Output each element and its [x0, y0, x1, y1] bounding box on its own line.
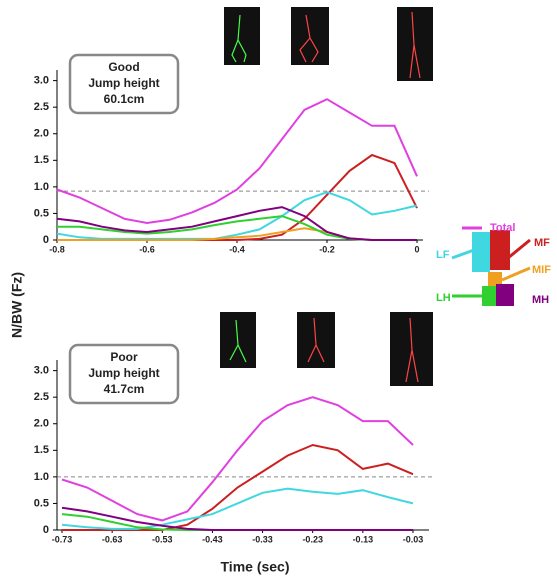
y-tick-label: 2.0 [34, 128, 49, 140]
pose-images [220, 7, 433, 386]
legend-label: MH [532, 294, 549, 306]
x-tick-label: -0.43 [202, 534, 223, 544]
y-axis-label: N/BW (Fz) [9, 272, 25, 338]
legend-label: LH [436, 292, 451, 304]
series-line [56, 98, 418, 225]
y-tick-label: 0 [43, 234, 49, 246]
y-tick-label: 0.5 [34, 497, 49, 509]
legend-label: MF [534, 237, 550, 249]
series-line [61, 396, 414, 522]
series-line [62, 443, 414, 531]
x-tick-label: -0.03 [403, 534, 424, 544]
x-tick-label: -0.63 [102, 534, 123, 544]
x-tick-label: -0.33 [252, 534, 273, 544]
legend-label: MIF [532, 264, 551, 276]
y-tick-label: 1.0 [34, 181, 49, 193]
annotation-text: Good [108, 60, 139, 74]
annotation-text: 60.1cm [104, 92, 145, 106]
x-tick-label: -0.73 [52, 534, 73, 544]
y-tick-label: 1.5 [34, 444, 49, 456]
y-tick-label: 1.5 [34, 154, 49, 166]
annotation-box [68, 53, 180, 115]
pose-image [397, 7, 433, 81]
y-tick-label: 0.5 [34, 207, 49, 219]
y-tick-label: 2.0 [34, 418, 49, 430]
annotation-text: Jump height [88, 76, 159, 90]
y-tick-label: 0 [43, 524, 49, 536]
pose-image [224, 7, 260, 65]
x-tick-label: -0.2 [319, 244, 335, 254]
y-tick-label: 3.0 [34, 75, 49, 87]
legend-blob [482, 286, 496, 306]
y-tick-label: 1.0 [34, 471, 49, 483]
legend-blob [472, 232, 490, 272]
legend-blob [488, 272, 502, 286]
y-tick-label: 3.0 [34, 365, 49, 377]
series-line [56, 206, 417, 241]
x-tick-label: -0.4 [229, 244, 245, 254]
series-line [61, 506, 413, 531]
legend-label: Total [490, 222, 515, 234]
annotation-text: 41.7cm [104, 382, 145, 396]
annotation-text: Jump height [88, 366, 159, 380]
legend-swatch [451, 248, 475, 260]
x-tick-label: -0.53 [152, 534, 173, 544]
x-axis-label: Time (sec) [221, 559, 290, 575]
legend-swatch [507, 238, 531, 260]
annotation-text: Poor [110, 350, 138, 364]
x-tick-label: -0.8 [49, 244, 65, 254]
series-line [61, 487, 414, 530]
legend-blob [490, 230, 510, 270]
pose-sticks [229, 11, 421, 383]
annotation-box [68, 343, 180, 405]
x-tick-label: -0.13 [353, 534, 374, 544]
y-tick-label: 2.5 [34, 391, 49, 403]
legend-swatch [501, 266, 531, 282]
series-line [56, 191, 418, 240]
x-tick-label: -0.23 [302, 534, 323, 544]
x-tick-label: -0.6 [139, 244, 155, 254]
legend-blob [496, 284, 514, 306]
y-tick-label: 2.5 [34, 101, 49, 113]
legend-figure [472, 230, 514, 306]
legend-label: LF [436, 249, 450, 261]
x-tick-label: 0 [414, 244, 419, 254]
